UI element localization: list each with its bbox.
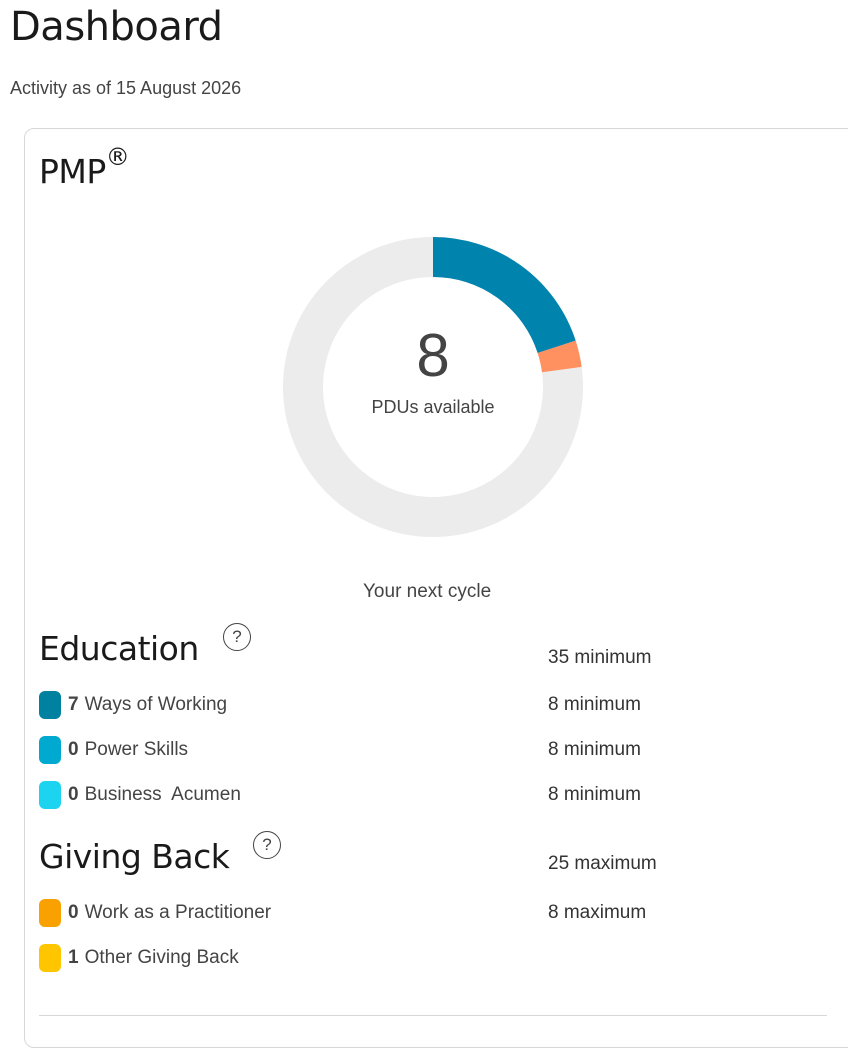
power-skills-label: Power Skills — [84, 739, 189, 760]
other-giving-back-label: Other Giving Back — [84, 947, 239, 968]
education-help-icon[interactable]: ? — [223, 623, 251, 651]
giving-back-title: Giving Back — [39, 837, 230, 876]
ways-of-working-count: 7 — [68, 694, 79, 715]
ways-of-working-swatch — [39, 691, 61, 719]
list-item-power-skills: 0 Power Skills — [39, 736, 188, 764]
list-item-other-giving-back: 1 Other Giving Back — [39, 944, 239, 972]
power-skills-swatch — [39, 736, 61, 764]
business-acumen-swatch — [39, 781, 61, 809]
donut-center: 8 PDUs available — [281, 235, 585, 539]
page-title: Dashboard — [10, 4, 223, 50]
pdu-count: 8 — [416, 322, 450, 389]
work-as-practitioner-count: 0 — [68, 902, 79, 923]
ways-of-working-requirement: 8 minimum — [548, 694, 641, 715]
pdu-donut-chart: 8 PDUs available — [281, 235, 585, 539]
giving-back-help-icon[interactable]: ? — [253, 831, 281, 859]
education-requirement: 35 minimum — [548, 647, 652, 668]
power-skills-count: 0 — [68, 739, 79, 760]
list-item-business-acumen: 0 Business Acumen — [39, 781, 241, 809]
list-item-ways-of-working: 7 Ways of Working — [39, 691, 227, 719]
business-acumen-count: 0 — [68, 784, 79, 805]
power-skills-requirement: 8 minimum — [548, 739, 641, 760]
work-as-practitioner-swatch — [39, 899, 61, 927]
next-cycle-label: Your next cycle — [363, 581, 492, 602]
donut-svg — [283, 237, 583, 537]
list-item-work-as-practitioner: 0 Work as a Practitioner — [39, 899, 271, 927]
business-acumen-label: Business Acumen — [84, 784, 241, 805]
giving-back-requirement: 25 maximum — [548, 853, 657, 874]
education-title: Education — [39, 629, 199, 668]
work-as-practitioner-requirement: 8 maximum — [548, 902, 647, 923]
other-giving-back-swatch — [39, 944, 61, 972]
donut-segment-ways-of-working — [432, 237, 576, 354]
registered-mark: ® — [105, 143, 130, 171]
work-as-practitioner-label: Work as a Practitioner — [84, 902, 272, 923]
other-giving-back-count: 1 — [68, 947, 79, 968]
pmp-card: PMP® 8 PDUs available Your next cycle Ed… — [24, 128, 848, 1048]
card-title-text: PMP — [39, 152, 106, 191]
donut-segment-other-giving-back — [537, 340, 582, 373]
activity-date: Activity as of 15 August 2026 — [10, 78, 242, 98]
ways-of-working-label: Ways of Working — [84, 694, 228, 715]
pdu-label: PDUs available — [371, 397, 495, 417]
business-acumen-requirement: 8 minimum — [548, 784, 641, 805]
card-title: PMP® — [39, 143, 130, 191]
card-divider — [39, 1015, 827, 1016]
